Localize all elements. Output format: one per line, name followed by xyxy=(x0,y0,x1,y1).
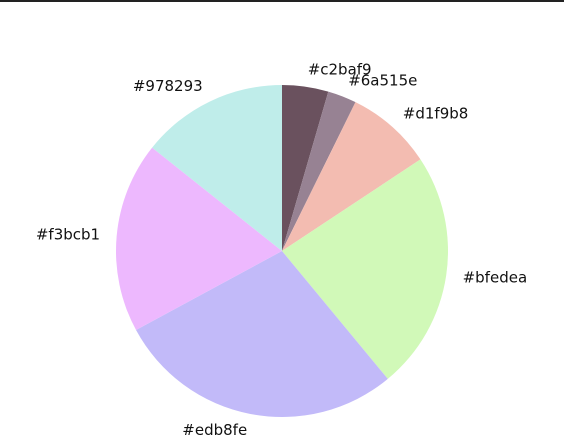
pie-slice-bfedea xyxy=(282,159,449,379)
slice-label-d1f9b8: #d1f9b8 xyxy=(403,105,469,123)
slice-label-bfedea: #bfedea xyxy=(463,268,528,286)
slice-label-edb8fe: #edb8fe xyxy=(182,421,247,439)
pie-slice-978293 xyxy=(152,85,282,251)
slice-label-6a515e: #6a515e xyxy=(348,71,417,89)
top-border xyxy=(0,0,564,2)
pie-slice-f3bcb1 xyxy=(115,147,283,331)
pie-slice-d1f9b8 xyxy=(282,102,421,251)
pie-slice-6a515e xyxy=(282,91,356,251)
slice-label-f3bcb1: #f3bcb1 xyxy=(36,226,100,244)
slice-label-c2baf9: #c2baf9 xyxy=(308,61,372,79)
pie-slice-c2baf9 xyxy=(282,85,329,251)
slice-label-978293: #978293 xyxy=(133,77,203,95)
pie-slice-edb8fe xyxy=(136,251,388,418)
